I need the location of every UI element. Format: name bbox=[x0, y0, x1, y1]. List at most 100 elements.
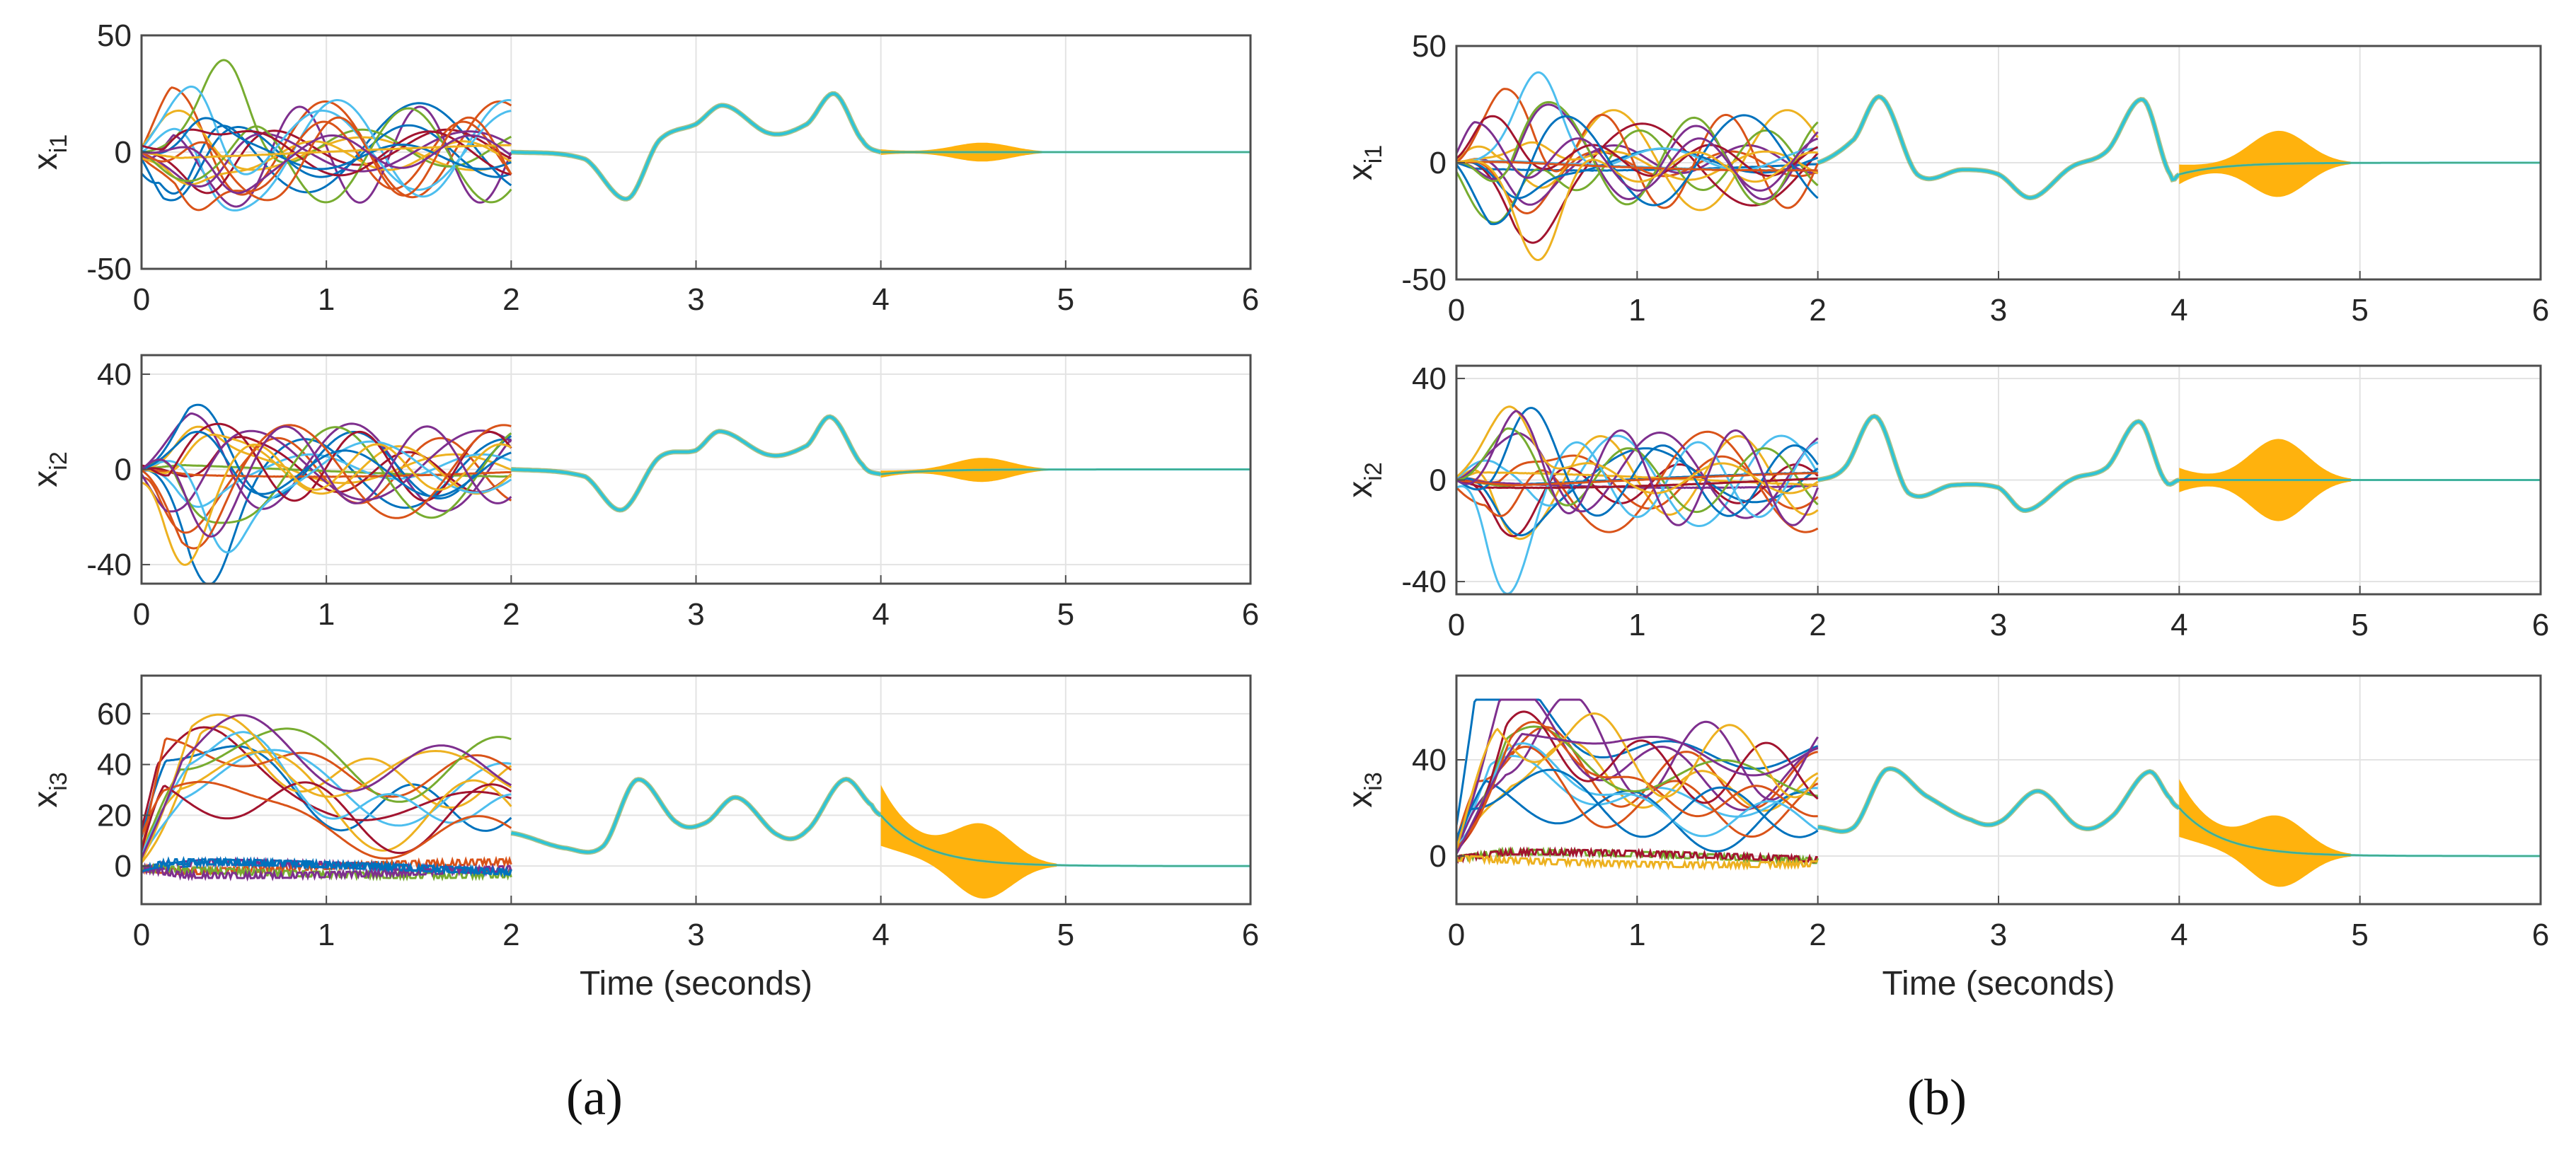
panel-a-row-1-ytick-label-0: -50 bbox=[86, 252, 132, 287]
panel-b-row-2-transient-line-12 bbox=[1456, 441, 1819, 594]
panel-b-row-1-xtick-label-0: 0 bbox=[1448, 293, 1465, 328]
panel-a-row-3-ylabel: xi3 bbox=[27, 772, 72, 807]
caption-a: (a) bbox=[566, 1069, 623, 1126]
caption-b: (b) bbox=[1907, 1069, 1967, 1126]
panel-a-row-3-xtick-label-5: 5 bbox=[1057, 918, 1074, 952]
panel-a-row-3-transient-line-16 bbox=[142, 713, 512, 862]
panel-a-row-3-steady-line bbox=[880, 814, 1250, 867]
panel-b-row-3-consensus-line bbox=[1817, 767, 2180, 833]
panel-a-row-2-plot bbox=[142, 403, 1250, 584]
panel-b-row-1-steady-line bbox=[2178, 161, 2541, 175]
panel-b-row-2-transient-line-17 bbox=[1456, 410, 1819, 526]
panel-b-row-1-transient-line-16 bbox=[1456, 151, 1818, 262]
panel-a-row-1-transient-line-0 bbox=[142, 102, 512, 195]
panel-a-row-3-transient-line-12 bbox=[142, 731, 512, 855]
panel-b-row-3-xtick-label-0: 0 bbox=[1448, 918, 1465, 952]
panel-b-row-2-transient-line-9 bbox=[1456, 470, 1818, 487]
panel-b-row-1-ytick-label-1: 0 bbox=[1430, 146, 1447, 180]
panel-a-row-3-xtick-label-4: 4 bbox=[872, 918, 889, 952]
panel-b-row-1-ytick-label-2: 50 bbox=[1412, 29, 1447, 64]
panel-a-row-2-ytick-label-0: -40 bbox=[86, 548, 132, 582]
panel-a-row-1-transient-line-6 bbox=[142, 128, 512, 195]
panel-a-row-2-xtick-label-4: 4 bbox=[872, 597, 889, 632]
panel-a-row-1-ytick-label-1: 0 bbox=[115, 135, 132, 170]
panel-a-row-3-ytick-label-2: 40 bbox=[97, 748, 132, 782]
panel-b-row-3-transient-line-6 bbox=[1456, 846, 1818, 865]
panel-b-row-2-transient-line-15 bbox=[1456, 472, 1818, 487]
panel-a-row-1-xtick-label-3: 3 bbox=[687, 282, 704, 317]
panel-b-row-2-xtick-label-6: 6 bbox=[2532, 608, 2549, 642]
panel-a-row-2-transient-line-11 bbox=[142, 426, 512, 524]
panel-b-row-1-steady-shadow bbox=[2179, 162, 2541, 175]
panel-b-row-2-ytick-label-1: 0 bbox=[1430, 463, 1447, 498]
panel-a-row-1-xtick-label-1: 1 bbox=[318, 282, 335, 317]
panel-b-row-3-transient-line-14 bbox=[1456, 768, 1819, 840]
panel-a-row-2-xtick-label-0: 0 bbox=[133, 597, 150, 632]
panel-b-row-3-steady-shadow bbox=[2178, 807, 2541, 857]
panel-a-row-2-xtick-label-6: 6 bbox=[1242, 597, 1259, 632]
panel-a-row-1-xtick-label-2: 2 bbox=[502, 282, 519, 317]
panel-b-row-1-transient-line-15 bbox=[1456, 161, 1818, 172]
panel-b-row-1-ylabel: xi1 bbox=[1342, 145, 1387, 180]
panel-b-row-1-plot bbox=[1456, 71, 2541, 262]
panel-a-row-3-transient-line-2 bbox=[142, 725, 512, 864]
panel-a-row-2-xtick-label-5: 5 bbox=[1057, 597, 1074, 632]
panel-b-row-2-xtick-label-1: 1 bbox=[1628, 608, 1645, 642]
panel-b-row-2-plot bbox=[1456, 405, 2541, 594]
panel-b-row-3-ylabel: xi3 bbox=[1342, 772, 1387, 807]
panel-a-row-2-consensus-line bbox=[511, 415, 882, 512]
panel-b-row-1-xtick-label-4: 4 bbox=[2170, 293, 2187, 328]
panel-b-row-3-ytick-label-0: 0 bbox=[1430, 839, 1447, 874]
panel-b-row-3-transient-line-3 bbox=[1456, 698, 1819, 845]
panel-b-row-3-transient-line-16 bbox=[1456, 712, 1819, 850]
panel-b-row-2-xtick-label-5: 5 bbox=[2351, 608, 2368, 642]
panel-a-row-2-steady-shadow bbox=[880, 468, 1250, 475]
panel-a-row-2-ytick-label-2: 40 bbox=[97, 357, 132, 392]
panel-b-row-3-axes: 0 1 2 3 4 5 6 0 40 xi3 Time (seconds) bbox=[1342, 674, 2549, 1002]
panel-a-row-3-xlabel: Time (seconds) bbox=[580, 965, 812, 1002]
panel-a-row-3-transient-line-9 bbox=[142, 751, 512, 852]
panel-a-row-1-transient-line-8 bbox=[142, 120, 512, 212]
panel-a-row-1-transient-line-14 bbox=[142, 117, 512, 170]
panel-b-row-3-ytick-label-1: 40 bbox=[1412, 743, 1447, 778]
panel-a-row-1-transient-line-11 bbox=[142, 107, 512, 204]
panel-b-row-3-transient-line-9 bbox=[1456, 854, 1818, 871]
panel-a-row-1-transient-line-5 bbox=[142, 99, 512, 212]
panel-a-row-2-transient-line-14 bbox=[142, 430, 512, 497]
panel-a-row-1-xtick-label-4: 4 bbox=[872, 282, 889, 317]
panel-b-row-1-transient-line-17 bbox=[1456, 121, 1819, 192]
panel-a-row-3-transient-line-15 bbox=[142, 780, 512, 860]
panel-a-row-3-xtick-label-2: 2 bbox=[502, 918, 519, 952]
panel-a-row-3-xtick-label-6: 6 bbox=[1242, 918, 1259, 952]
panel-b-row-2-transient-line-13 bbox=[1456, 477, 1818, 490]
panel-a-row-1-xtick-label-0: 0 bbox=[133, 282, 150, 317]
panel-b-row-2-ytick-label-2: 40 bbox=[1412, 362, 1447, 396]
panel-b-row-1-transient-line-14 bbox=[1456, 114, 1819, 226]
panel-b-row-2-xtick-label-4: 4 bbox=[2170, 608, 2187, 642]
panel-a-row-3-xtick-label-0: 0 bbox=[133, 918, 150, 952]
panel-b-row-3-xtick-label-1: 1 bbox=[1628, 918, 1645, 952]
panel-a-row-2-steady-line bbox=[880, 468, 1250, 475]
panel-b-row-1-transient-line-13 bbox=[1456, 115, 1819, 178]
panel-b-row-2-xtick-label-0: 0 bbox=[1448, 608, 1465, 642]
panel-a-row-2-xtick-label-2: 2 bbox=[502, 597, 519, 632]
panel-b-row-3-xtick-label-6: 6 bbox=[2532, 918, 2549, 952]
panel-a-row-1-xtick-label-6: 6 bbox=[1242, 282, 1259, 317]
panel-b-row-2-consensus-line bbox=[1817, 415, 2180, 512]
panel-b-row-3-xtick-label-4: 4 bbox=[2170, 918, 2187, 952]
panel-b-row-1-transient-line-11 bbox=[1456, 100, 1819, 206]
panel-b-row-3-xtick-label-3: 3 bbox=[1990, 918, 2007, 952]
panel-a-row-2-transient-line-10 bbox=[142, 429, 512, 513]
panel-b-row-1-xtick-label-6: 6 bbox=[2532, 293, 2549, 328]
panel-b-row-2-ytick-label-0: -40 bbox=[1401, 565, 1447, 599]
panel-a-row-1-xtick-label-5: 5 bbox=[1057, 282, 1074, 317]
panel-a-row-1-ytick-label-2: 50 bbox=[97, 18, 132, 53]
panel-a-row-3-ytick-label-1: 20 bbox=[97, 798, 132, 833]
panel-b-row-1-ytick-label-0: -50 bbox=[1401, 262, 1447, 297]
panel-b-row-2-transient-line-8 bbox=[1456, 430, 1819, 533]
panel-a-row-2-transient-line-7 bbox=[142, 403, 512, 499]
panel-b-row-1-transient-line-6 bbox=[1456, 122, 1819, 244]
